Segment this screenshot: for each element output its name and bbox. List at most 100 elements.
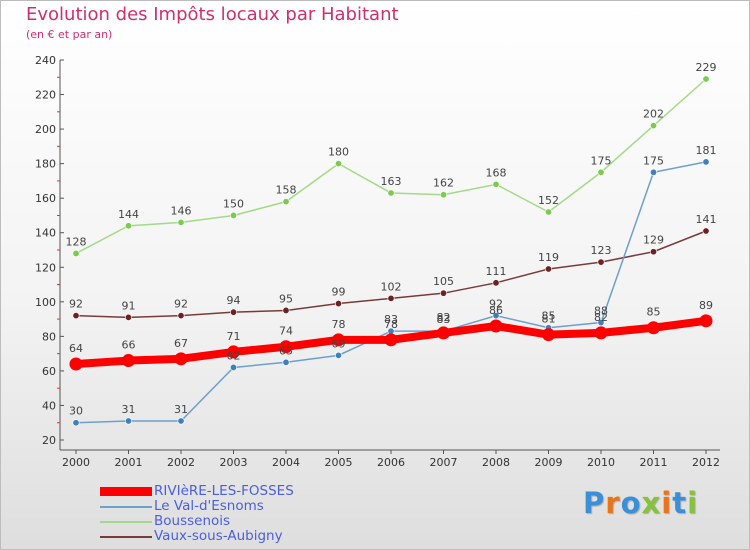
data-point — [279, 340, 293, 354]
y-tick-label: 180 — [35, 158, 56, 171]
legend-swatch-val-desnoms — [100, 506, 152, 508]
x-tick-label: 2009 — [535, 456, 563, 469]
data-label: 69 — [332, 337, 346, 350]
chart-title: Evolution des Impôts locaux par Habitant — [26, 4, 399, 25]
data-label: 86 — [489, 304, 503, 317]
data-label: 92 — [174, 298, 188, 311]
data-label: 181 — [696, 144, 717, 157]
series-line-2 — [75, 78, 707, 255]
x-tick-label: 2007 — [430, 456, 458, 469]
data-label: 94 — [227, 294, 241, 307]
data-point — [492, 180, 500, 188]
data-point — [597, 258, 605, 266]
data-label: 65 — [279, 344, 293, 357]
legend-swatch-vaux — [100, 536, 152, 538]
data-point — [387, 294, 395, 302]
data-point — [282, 306, 290, 314]
y-tick-label: 240 — [35, 54, 56, 67]
data-label: 81 — [542, 313, 556, 326]
data-label: 83 — [437, 313, 451, 326]
legend-label-boussenois: Boussenois — [154, 513, 231, 529]
data-point — [437, 326, 450, 340]
data-point — [72, 249, 80, 257]
y-tick-label: 80 — [42, 330, 56, 343]
data-point — [177, 312, 185, 320]
data-point — [72, 419, 80, 427]
data-label: 99 — [332, 286, 346, 299]
data-label: 146 — [171, 204, 192, 217]
data-point — [125, 417, 133, 425]
data-label: 91 — [122, 299, 136, 312]
data-label: 95 — [279, 292, 293, 305]
x-tick-label: 2005 — [325, 456, 353, 469]
data-label: 180 — [328, 146, 349, 159]
data-point — [334, 160, 342, 168]
legend-swatch-boussenois — [100, 521, 152, 523]
y-tick-label: 120 — [35, 261, 56, 274]
data-point — [439, 289, 447, 297]
data-label: 92 — [69, 298, 83, 311]
data-point — [489, 319, 503, 333]
logo-letter: x — [641, 486, 662, 520]
data-label: 152 — [538, 194, 559, 207]
data-label: 62 — [227, 349, 241, 362]
x-tick-label: 2001 — [115, 456, 143, 469]
data-label: 88 — [594, 305, 608, 318]
data-point — [230, 211, 238, 219]
data-label: 64 — [69, 342, 83, 355]
chart-subtitle: (en € et par an) — [26, 28, 113, 41]
x-tick-label: 2008 — [482, 456, 510, 469]
data-point — [174, 352, 188, 366]
data-point — [492, 312, 500, 320]
data-point — [649, 248, 657, 256]
x-tick-label: 2003 — [220, 456, 248, 469]
data-label: 30 — [69, 405, 83, 418]
x-tick-label: 2012 — [692, 456, 720, 469]
data-point — [699, 314, 713, 328]
data-point — [544, 208, 552, 216]
x-tick-label: 2011 — [640, 456, 668, 469]
data-point — [177, 218, 185, 226]
logo-letter: t — [672, 486, 688, 520]
data-point — [125, 313, 133, 321]
data-point — [649, 168, 657, 176]
legend-swatch-riviere — [100, 487, 152, 496]
logo-letter: i — [661, 486, 673, 520]
data-label: 141 — [696, 213, 717, 226]
data-label: 229 — [696, 61, 717, 74]
data-label: 82 — [594, 311, 608, 324]
data-label: 71 — [227, 330, 241, 343]
y-tick-label: 60 — [42, 365, 56, 378]
data-label: 128 — [66, 235, 87, 248]
data-point — [702, 227, 710, 235]
data-label: 175 — [591, 154, 612, 167]
data-label: 202 — [643, 108, 664, 121]
data-point — [122, 354, 135, 368]
data-point — [542, 328, 555, 342]
series-line-3 — [75, 230, 707, 319]
data-point — [387, 189, 395, 197]
data-point — [282, 198, 290, 206]
data-point — [177, 417, 185, 425]
y-tick-label: 160 — [35, 192, 56, 205]
data-label: 74 — [279, 325, 293, 338]
data-label: 168 — [486, 166, 507, 179]
data-point — [597, 319, 605, 327]
data-label: 85 — [647, 306, 661, 319]
data-label: 66 — [122, 339, 136, 352]
logo-letter: P — [583, 486, 606, 520]
data-label: 150 — [223, 197, 244, 210]
data-label: 92 — [489, 298, 503, 311]
x-tick-label: 2006 — [377, 456, 405, 469]
data-label: 175 — [643, 154, 664, 167]
data-point — [597, 168, 605, 176]
y-tick-label: 20 — [42, 434, 56, 447]
data-point — [334, 300, 342, 308]
data-point — [230, 363, 238, 371]
data-label: 85 — [542, 310, 556, 323]
legend-label-riviere: RIVIèRE-LES-FOSSES — [154, 483, 294, 499]
legend-label-val-desnoms: Le Val-d'Esnoms — [154, 498, 264, 514]
data-label: 158 — [276, 184, 297, 197]
